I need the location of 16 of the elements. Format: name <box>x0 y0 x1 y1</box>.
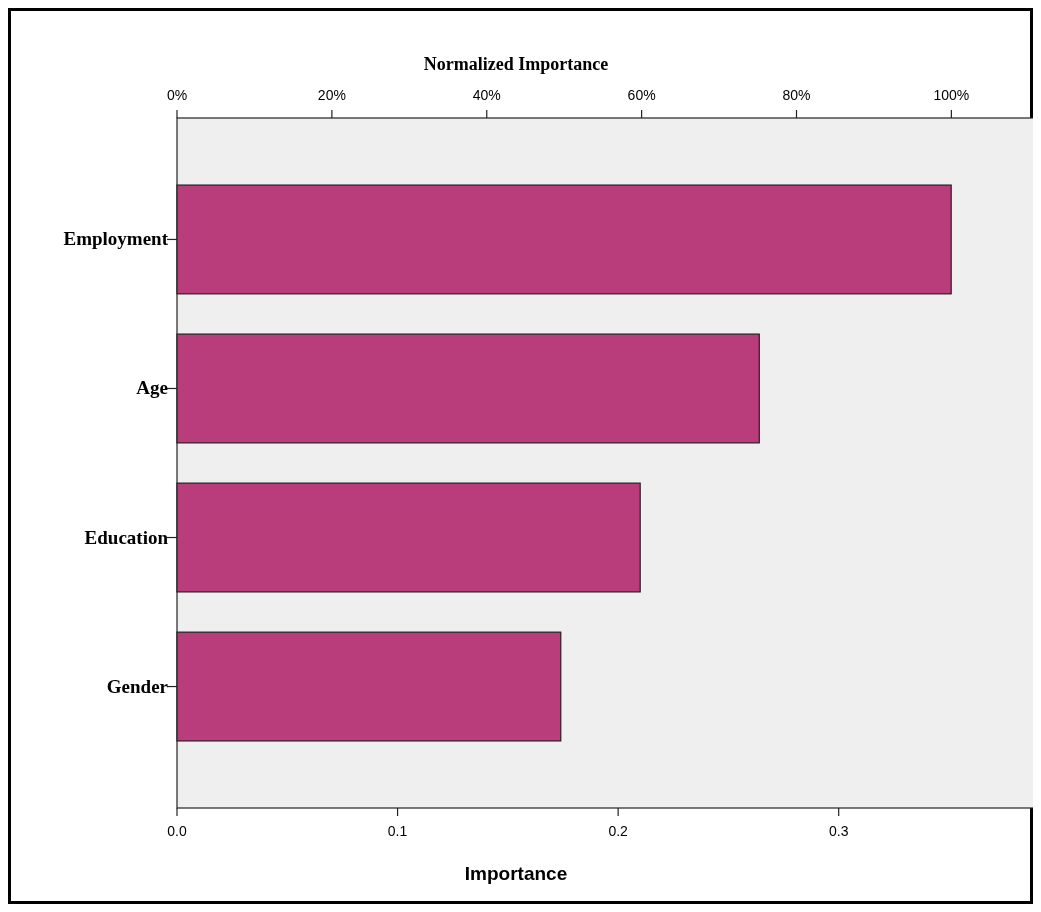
x-tick-label: 0.0 <box>167 823 187 839</box>
x2-tick-label: 40% <box>472 87 501 103</box>
x-axis-title: Importance <box>464 863 568 884</box>
x-tick-label: 0.1 <box>387 823 408 839</box>
x2-tick-label: 20% <box>317 87 346 103</box>
x2-tick-label: 60% <box>627 87 656 103</box>
y-tick-label: Employment <box>63 228 169 250</box>
y-tick-label: Education <box>84 526 169 548</box>
x2-axis-title: Normalized Importance <box>423 54 609 74</box>
x-tick-label: 0.2 <box>608 823 629 839</box>
y-tick-label: Gender <box>106 675 169 697</box>
y-tick-label: Age <box>136 377 168 399</box>
x2-tick-label: 80% <box>782 87 811 103</box>
x2-tick-label: 100% <box>933 87 970 103</box>
x2-tick-label: 0% <box>166 87 188 103</box>
x-tick-label: 0.3 <box>828 823 849 839</box>
